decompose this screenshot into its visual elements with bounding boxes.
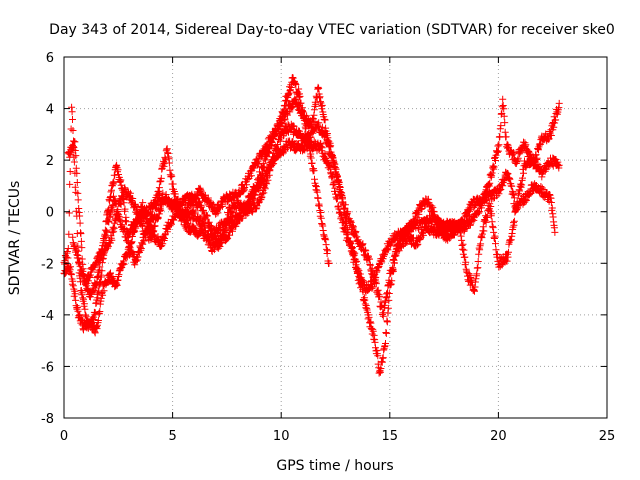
y-tick-label: 0 bbox=[46, 206, 54, 221]
chart-title: Day 343 of 2014, Sidereal Day-to-day VTE… bbox=[49, 22, 615, 38]
y-tick-label: 2 bbox=[46, 154, 54, 169]
y-axis-label: SDTVAR / TECUs bbox=[7, 181, 23, 296]
x-tick-label: 0 bbox=[60, 429, 68, 444]
y-tick-label: -8 bbox=[41, 412, 54, 427]
series-markers bbox=[69, 137, 559, 296]
y-tick-label: 6 bbox=[46, 51, 54, 66]
axes: 0 5 10 15 20 25 -8 -6 -4 -2 0 2 4 6 bbox=[41, 51, 615, 444]
series-track-c bbox=[69, 137, 559, 296]
y-tick-label: -4 bbox=[41, 309, 54, 324]
x-axis-label: GPS time / hours bbox=[276, 458, 393, 474]
y-tick-label: -2 bbox=[41, 257, 54, 272]
x-tick-label: 15 bbox=[382, 429, 399, 444]
plot-frame bbox=[63, 56, 608, 419]
x-tick-label: 5 bbox=[168, 429, 176, 444]
plot-area bbox=[60, 74, 563, 377]
y-tick-label: 4 bbox=[46, 103, 54, 118]
x-tick-label: 20 bbox=[490, 429, 507, 444]
x-tick-label: 25 bbox=[599, 429, 616, 444]
x-tick-label: 10 bbox=[273, 429, 290, 444]
y-tick-label: -6 bbox=[41, 360, 54, 375]
